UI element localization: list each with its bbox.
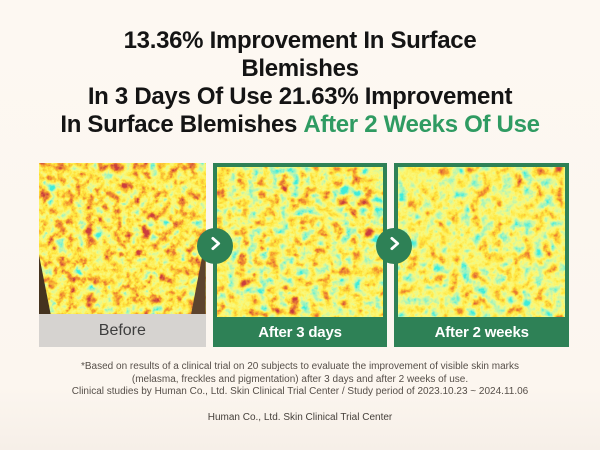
headline-line-4-green: After 2 Weeks Of Use bbox=[303, 111, 540, 138]
after-2-weeks-panel: After 2 weeks bbox=[394, 163, 570, 347]
footer-credit: Human Co., Ltd. Skin Clinical Trial Cent… bbox=[207, 412, 393, 423]
disclaimer-line-2: (melasma, freckles and pigmentation) aft… bbox=[131, 373, 469, 385]
comparison-row: Before bbox=[39, 163, 570, 347]
before-label: Before bbox=[39, 314, 206, 347]
chevron-right-icon bbox=[387, 236, 402, 256]
headline-line-4-dark: In Surface Blemishes bbox=[60, 111, 298, 138]
after-3-days-panel: After 3 days bbox=[212, 163, 388, 347]
disclaimer-line-1: *Based on results of a clinical trial on… bbox=[81, 361, 519, 372]
headline: 13.36% Improvement In Surface Blemishes … bbox=[0, 27, 600, 139]
chevron-right-icon bbox=[208, 236, 223, 256]
arrow-step-1 bbox=[197, 228, 233, 264]
disclaimer: *Based on results of a clinical trial on… bbox=[0, 361, 600, 399]
photo-edge-left bbox=[39, 255, 51, 314]
headline-line-2: Blemishes bbox=[241, 55, 359, 82]
after-2-weeks-label: After 2 weeks bbox=[398, 317, 566, 347]
disclaimer-line-3: Clinical studies by Human Co., Ltd. Skin… bbox=[71, 386, 529, 397]
heatmap-image-before bbox=[39, 163, 206, 314]
heatmap-image-after-2-weeks bbox=[398, 167, 566, 317]
before-panel: Before bbox=[39, 163, 206, 347]
arrow-step-2 bbox=[376, 228, 412, 264]
after-3-days-label: After 3 days bbox=[216, 317, 384, 347]
headline-line-1: 13.36% Improvement In Surface bbox=[123, 27, 477, 54]
headline-line-3: In 3 Days Of Use 21.63% Improvement bbox=[87, 83, 513, 110]
heatmap-image-after-3-days bbox=[216, 167, 384, 317]
headline-line-4: In Surface Blemishes After 2 Weeks Of Use bbox=[0, 111, 600, 139]
